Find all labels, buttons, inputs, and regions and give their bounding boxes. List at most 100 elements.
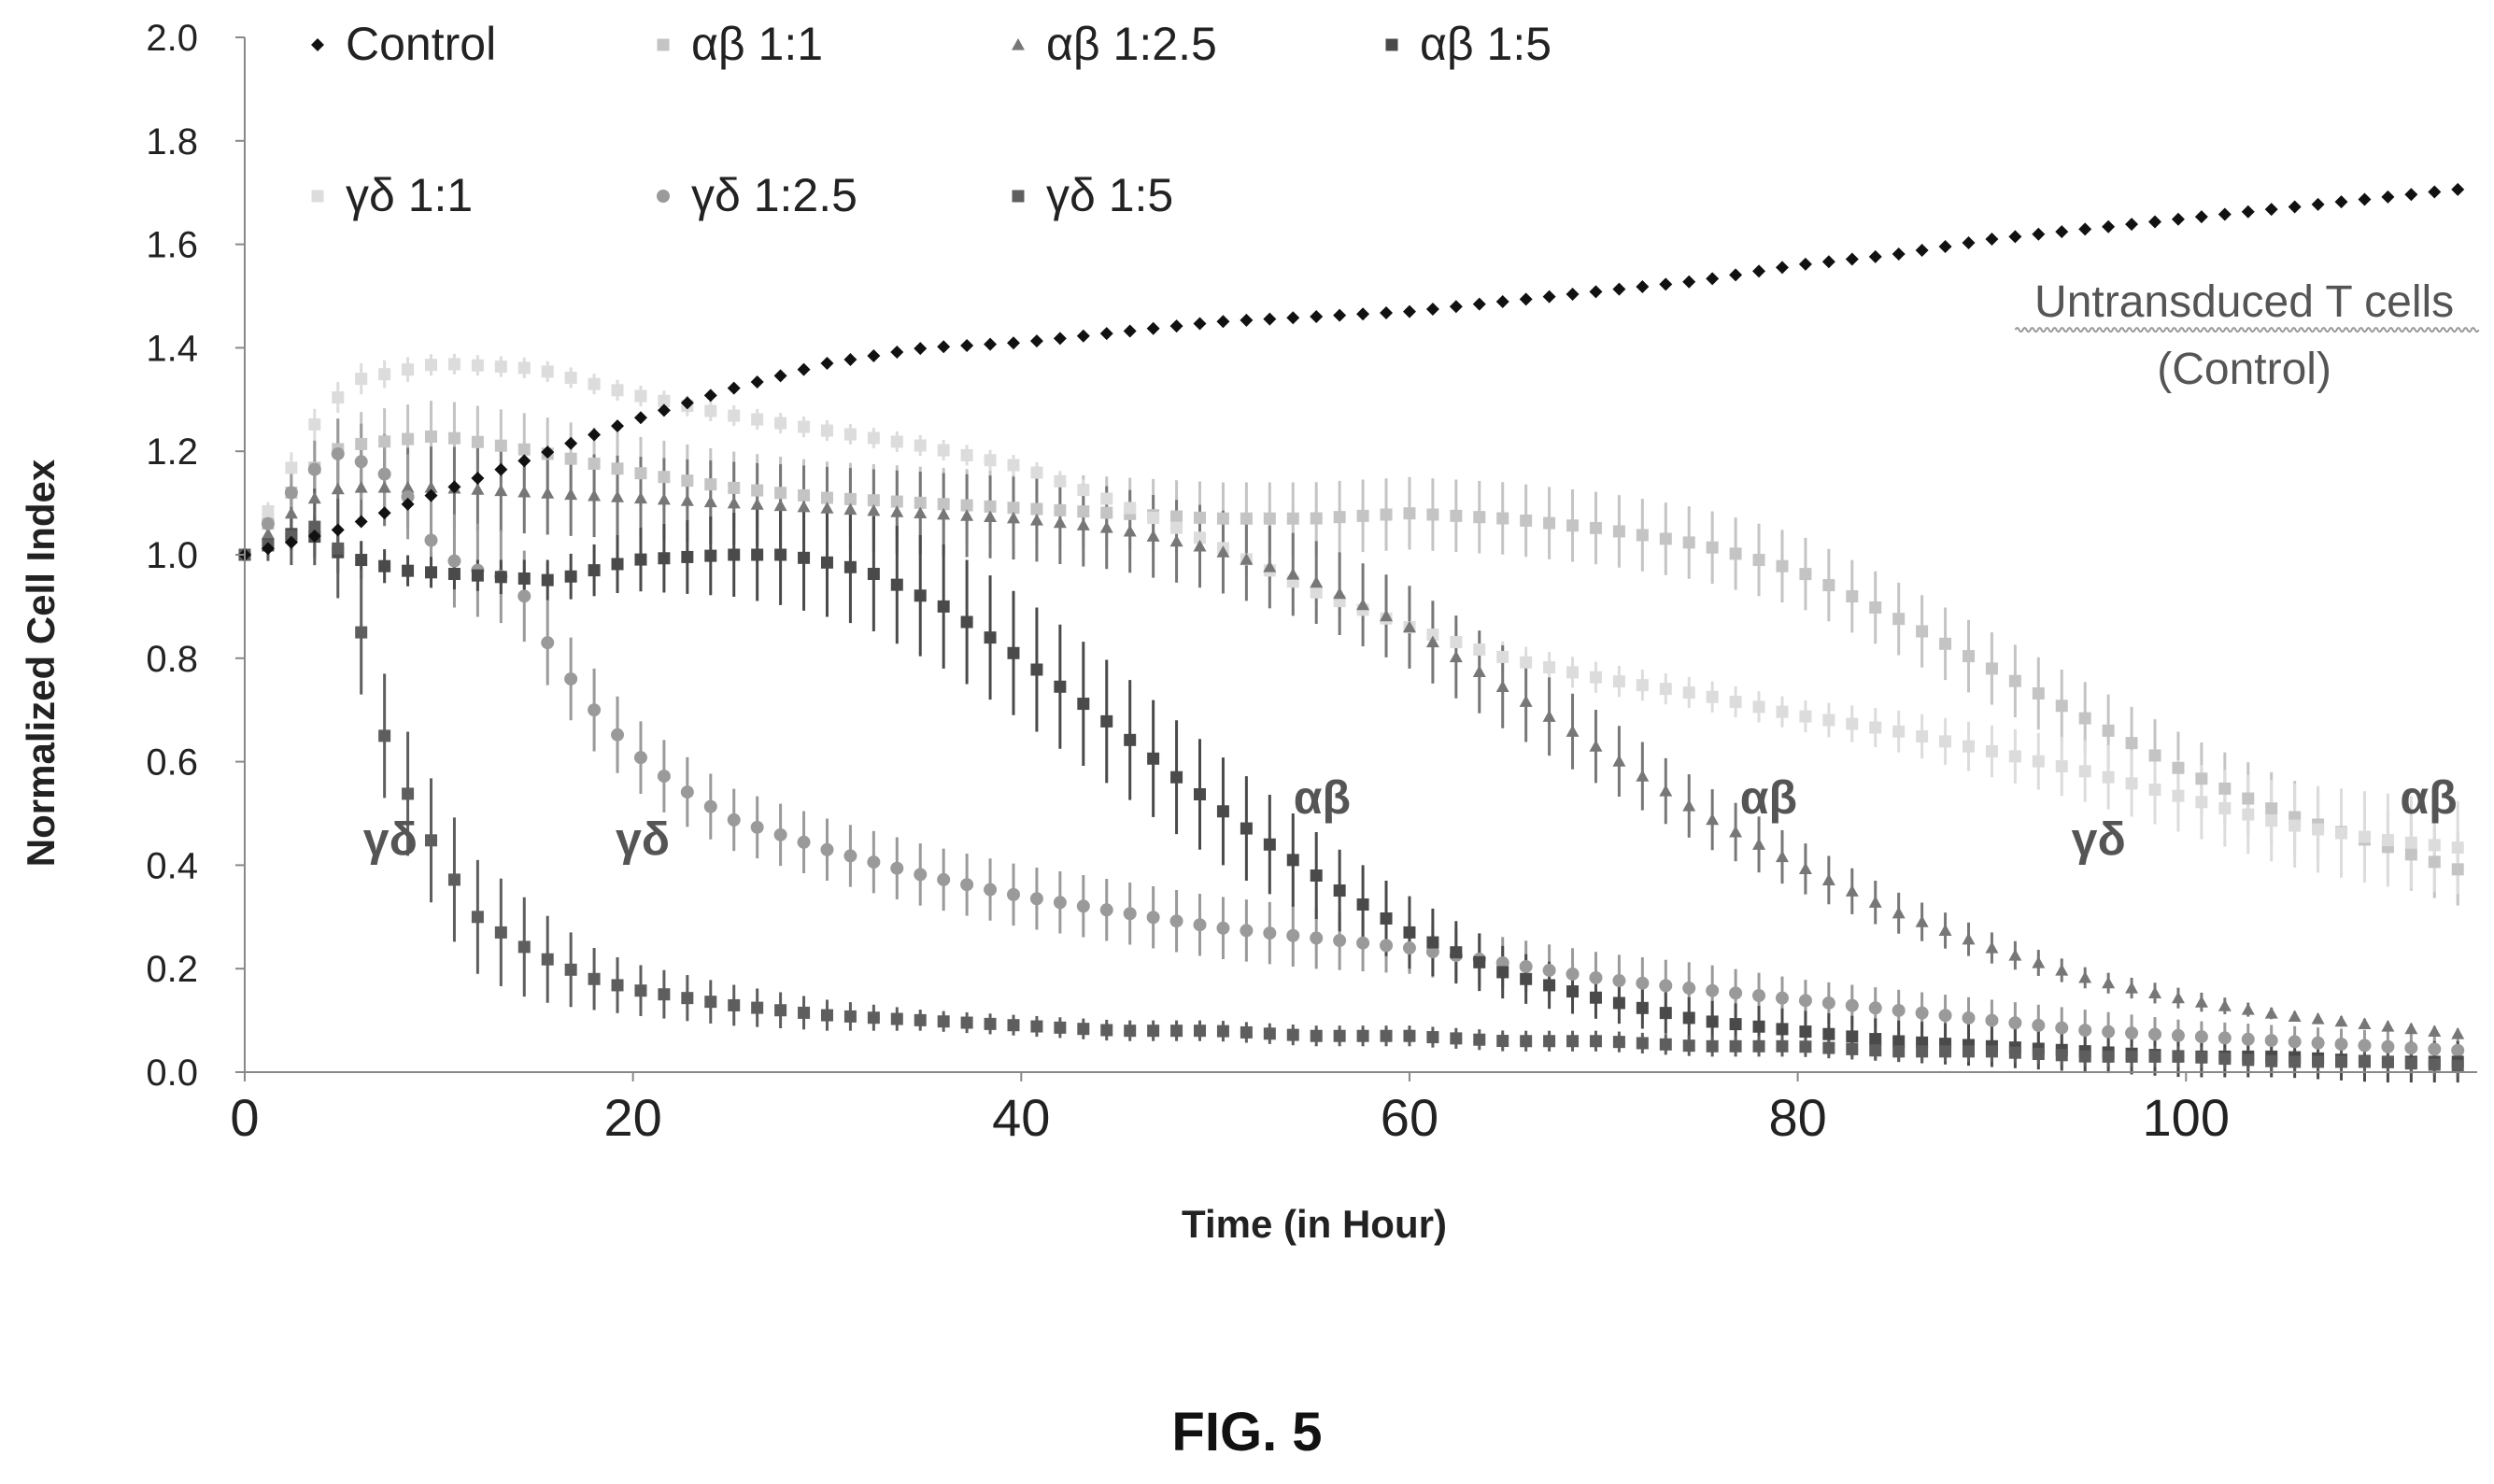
x-tick-label: 20 bbox=[604, 1088, 662, 1147]
point--1-5 bbox=[634, 984, 647, 997]
point-control bbox=[307, 530, 321, 544]
point--1-2-5 bbox=[1962, 1011, 1976, 1025]
point-control bbox=[1263, 312, 1277, 326]
point--1-2-5 bbox=[937, 872, 951, 886]
point--1-1 bbox=[611, 462, 624, 475]
y-tick-label: 0.4 bbox=[146, 845, 198, 886]
point--1-1 bbox=[1799, 568, 1812, 581]
point--1-5 bbox=[960, 1016, 973, 1029]
point--1-2-5 bbox=[1099, 903, 1113, 917]
legend-marker-control bbox=[311, 38, 324, 51]
point--1-1 bbox=[1473, 643, 1486, 656]
point--1-1 bbox=[1077, 484, 1090, 497]
point--1-1 bbox=[378, 435, 391, 448]
point--1-5 bbox=[1939, 1045, 1952, 1058]
point-control bbox=[1821, 255, 1835, 269]
point--1-5 bbox=[355, 554, 368, 567]
point--1-1 bbox=[2195, 796, 2208, 809]
point-control bbox=[1356, 307, 1370, 321]
point--1-5 bbox=[471, 569, 484, 582]
point--1-5 bbox=[1007, 1019, 1020, 1032]
point-control bbox=[2148, 215, 2162, 229]
point--1-5 bbox=[564, 963, 577, 976]
point--1-5 bbox=[1496, 1035, 1509, 1048]
point--1-2-5 bbox=[773, 827, 787, 841]
point-control bbox=[1310, 309, 1324, 323]
y-tick-label: 1.4 bbox=[146, 328, 198, 369]
point-control bbox=[890, 346, 904, 360]
point--1-1 bbox=[1939, 735, 1952, 748]
legend: Control αβ 1:1 αβ 1:2.5 αβ 1:5 γδ 1:1 γδ 1:2.… bbox=[311, 18, 1552, 221]
point--1-2-5 bbox=[1775, 991, 1789, 1005]
point--1-2-5 bbox=[1380, 609, 1394, 622]
point--1-1 bbox=[1450, 509, 1463, 522]
point--1-5 bbox=[1240, 822, 1253, 835]
point--1-2-5 bbox=[1798, 862, 1812, 874]
point--1-1 bbox=[658, 471, 671, 484]
annotation-label: αβ bbox=[1294, 771, 1351, 824]
point--1-1 bbox=[1216, 512, 1229, 525]
point--1-5 bbox=[1194, 788, 1207, 801]
point-control bbox=[984, 337, 998, 351]
point--1-1 bbox=[1543, 516, 1556, 530]
point--1-1 bbox=[471, 435, 484, 448]
point--1-2-5 bbox=[1169, 534, 1183, 547]
point--1-5 bbox=[1682, 1039, 1695, 1053]
point--1-1 bbox=[2451, 841, 2464, 855]
point--1-2-5 bbox=[1053, 896, 1067, 910]
point--1-1 bbox=[1752, 700, 1765, 714]
point--1-1 bbox=[402, 432, 415, 445]
point--1-2-5 bbox=[2125, 1026, 2139, 1040]
point--1-1 bbox=[1170, 521, 1183, 534]
point-control bbox=[471, 472, 485, 486]
point--1-1 bbox=[285, 461, 298, 474]
point-control bbox=[750, 375, 764, 389]
point--1-5 bbox=[1263, 838, 1276, 851]
point--1-1 bbox=[2172, 789, 2185, 802]
legend-marker--1-5 bbox=[1012, 190, 1025, 203]
point-control bbox=[377, 506, 391, 520]
point--1-2-5 bbox=[843, 849, 857, 863]
point--1-5 bbox=[820, 556, 833, 569]
point--1-2-5 bbox=[1310, 575, 1324, 588]
point--1-2-5 bbox=[1775, 850, 1789, 863]
point--1-1 bbox=[1962, 650, 1975, 663]
point--1-2-5 bbox=[1706, 813, 1720, 826]
point--1-1 bbox=[2078, 765, 2091, 778]
point--1-1 bbox=[2404, 848, 2417, 861]
point--1-2-5 bbox=[680, 785, 694, 799]
point--1-2-5 bbox=[680, 494, 694, 506]
legend-marker--1-1 bbox=[657, 38, 670, 51]
point--1-2-5 bbox=[984, 883, 998, 897]
point--1-1 bbox=[1473, 511, 1486, 524]
point--1-1 bbox=[843, 428, 857, 441]
point--1-2-5 bbox=[960, 509, 974, 521]
point--1-2-5 bbox=[517, 589, 531, 603]
y-tick-label: 1.2 bbox=[146, 431, 198, 473]
point--1-5 bbox=[1170, 1025, 1183, 1038]
point-control bbox=[1775, 261, 1789, 275]
annotation-underline bbox=[2014, 327, 2480, 333]
point-control bbox=[2404, 188, 2418, 202]
point--1-1 bbox=[1822, 714, 1835, 727]
point--1-2-5 bbox=[1845, 884, 1859, 897]
point--1-2-5 bbox=[1519, 695, 1533, 707]
point--1-2-5 bbox=[1845, 998, 1859, 1012]
point-control bbox=[2288, 200, 2302, 214]
point-control bbox=[1472, 297, 1486, 311]
point-control bbox=[1333, 308, 1347, 322]
point--1-1 bbox=[1566, 519, 1580, 532]
point--1-2-5 bbox=[797, 835, 811, 849]
point-control bbox=[1123, 324, 1137, 338]
point-control bbox=[2381, 190, 2395, 204]
point--1-1 bbox=[2265, 802, 2278, 815]
point--1-1 bbox=[1869, 601, 1882, 615]
point--1-5 bbox=[1589, 1035, 1602, 1048]
point--1-1 bbox=[564, 372, 577, 385]
point--1-1 bbox=[2032, 755, 2045, 768]
point--1-1 bbox=[1822, 579, 1835, 592]
point-control bbox=[914, 342, 928, 356]
point--1-1 bbox=[634, 467, 647, 480]
point--1-1 bbox=[517, 443, 531, 456]
point--1-2-5 bbox=[1402, 941, 1416, 955]
